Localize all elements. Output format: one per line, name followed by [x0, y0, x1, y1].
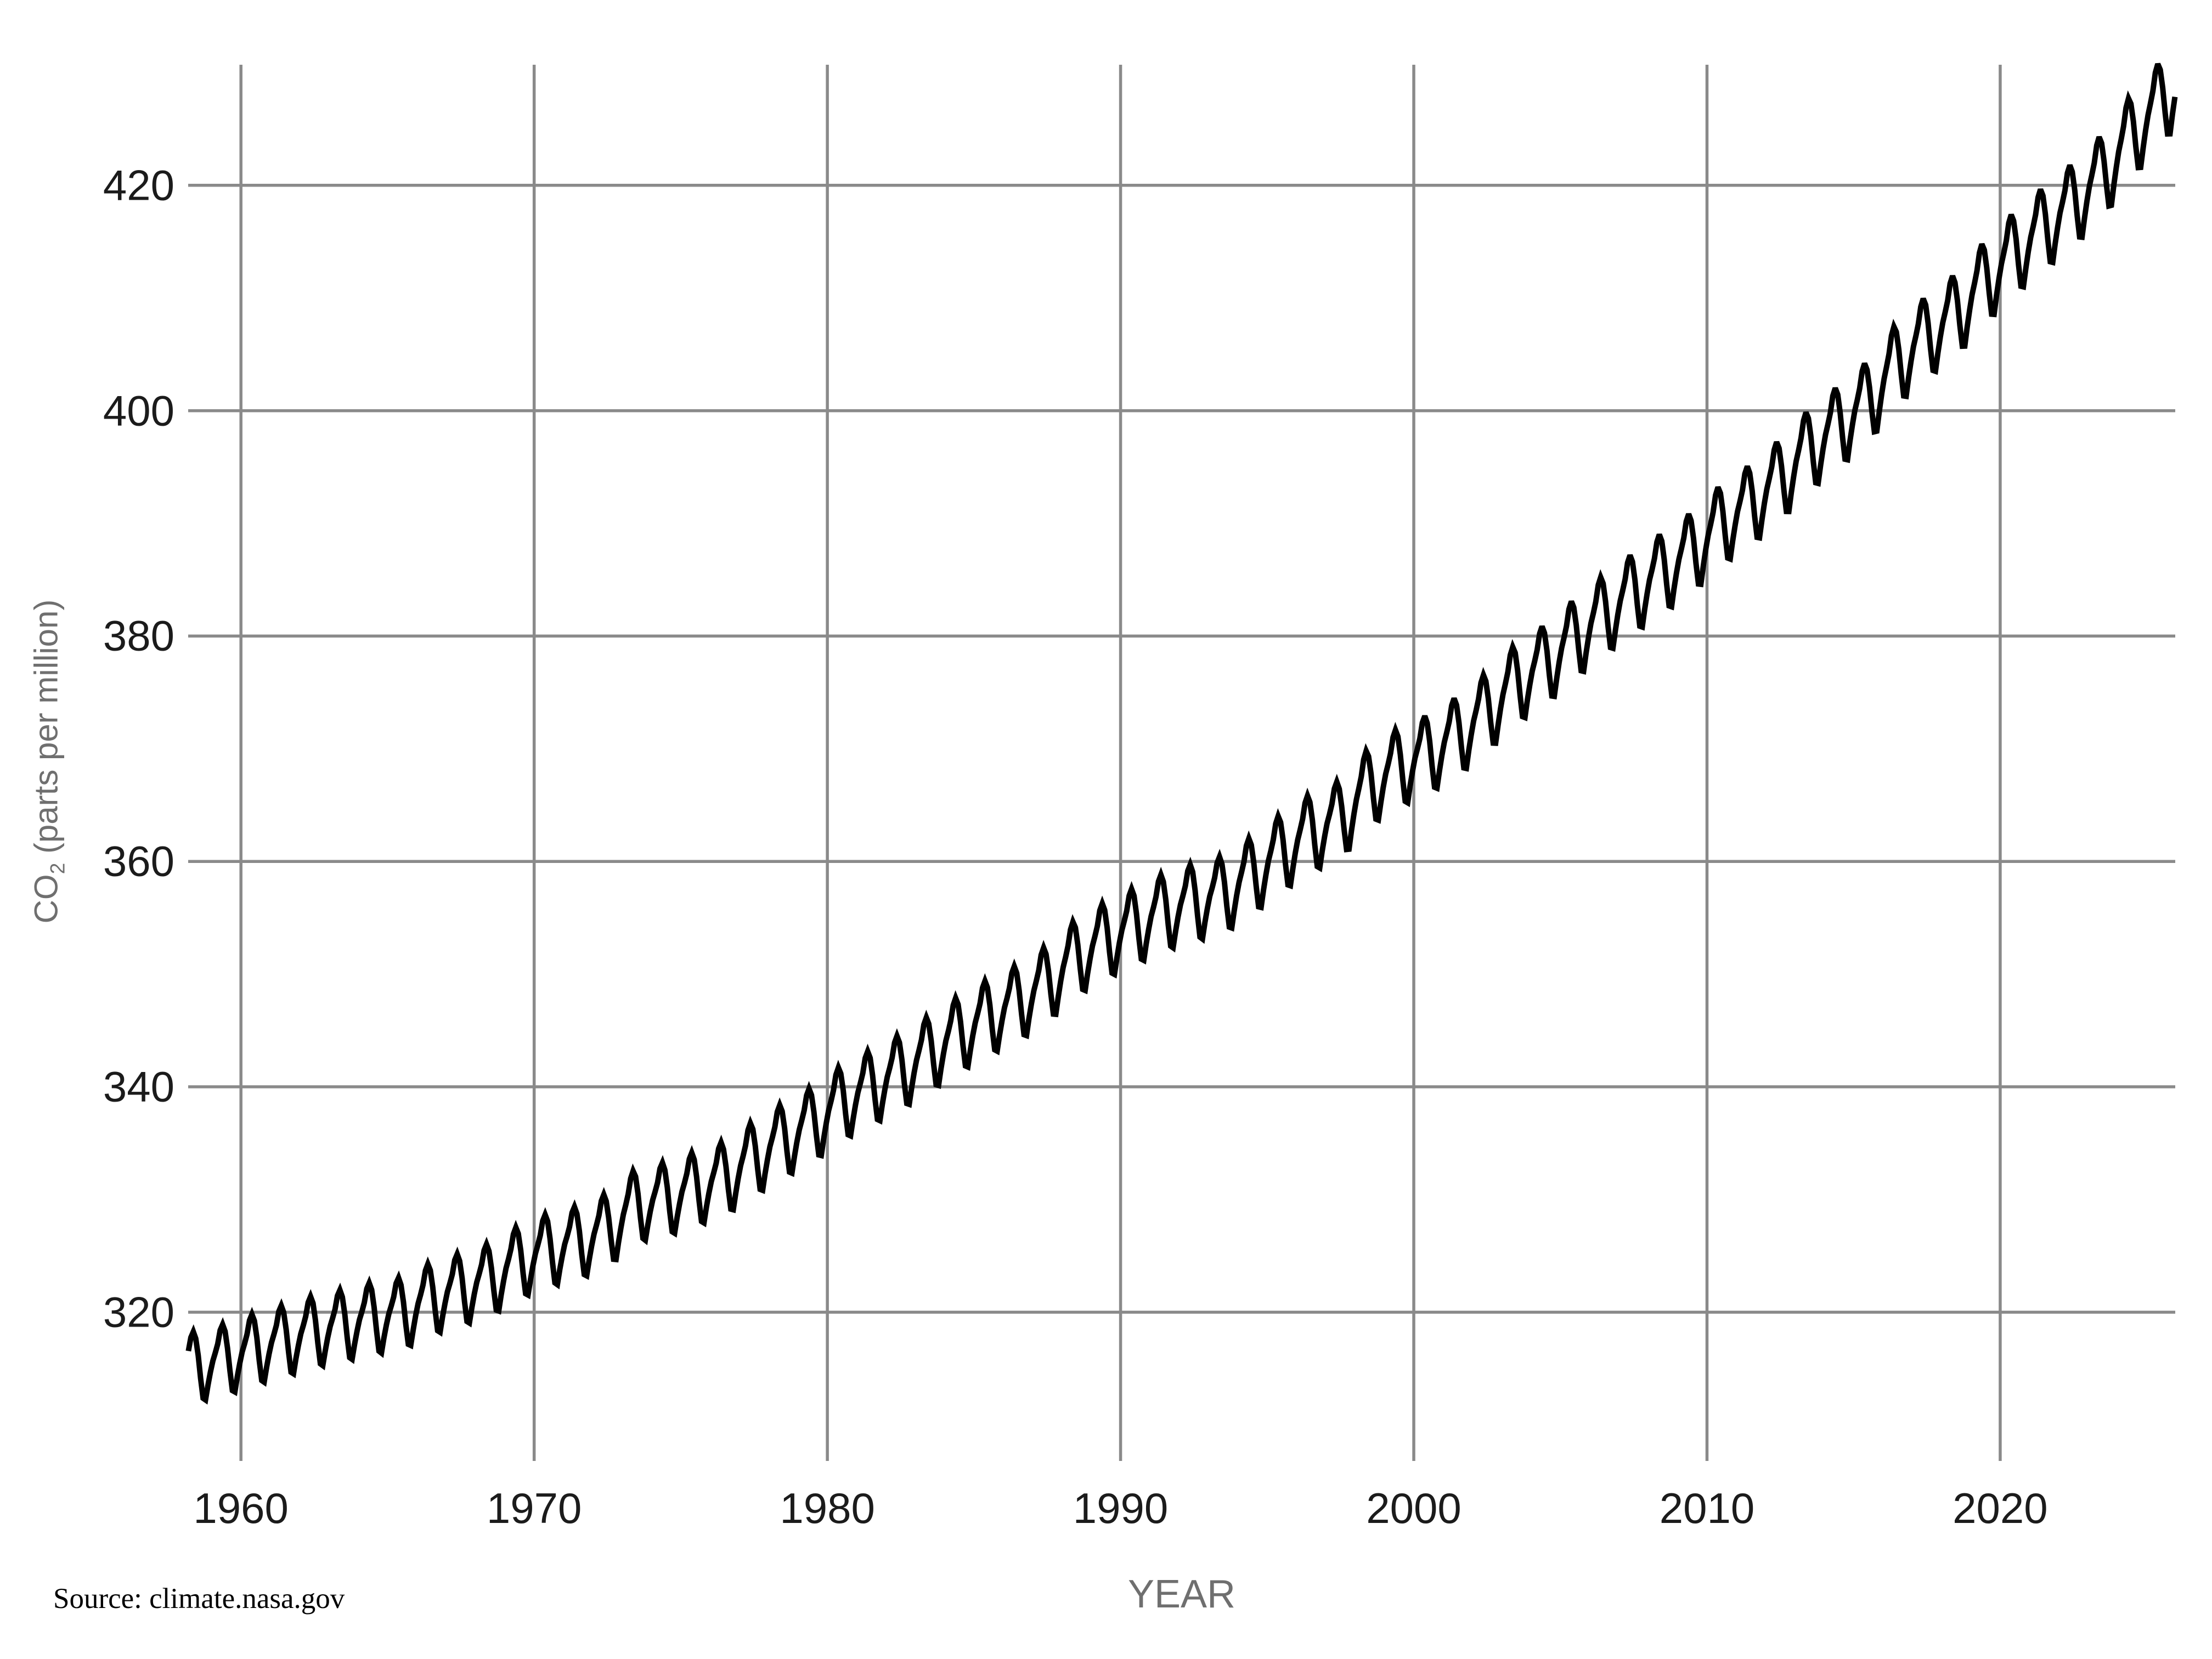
y-axis-title-suffix: (parts per million)	[27, 599, 65, 863]
y-axis-title: CO2 (parts per million)	[27, 600, 70, 924]
y-tick-label: 420	[103, 161, 174, 210]
x-tick-label: 1960	[193, 1484, 289, 1532]
x-tick-label: 1980	[780, 1484, 875, 1532]
y-tick-label: 380	[103, 611, 174, 660]
co2-data-line	[185, 63, 2178, 1405]
y-axis-title-prefix: CO	[27, 874, 65, 924]
x-tick-label: 1970	[486, 1484, 582, 1532]
x-tick-label: 2000	[1366, 1484, 1462, 1532]
x-tick-label: 2020	[1953, 1484, 2048, 1532]
y-axis-title-subscript: 2	[46, 862, 69, 874]
y-tick-label: 340	[103, 1062, 174, 1111]
y-tick-label: 400	[103, 386, 174, 435]
y-tick-label: 360	[103, 837, 174, 885]
x-tick-label: 1990	[1073, 1484, 1169, 1532]
x-tick-label: 2010	[1659, 1484, 1755, 1532]
source-note: Source: climate.nasa.gov	[53, 1583, 345, 1615]
x-axis-title: YEAR	[1127, 1572, 1236, 1616]
y-tick-label: 320	[103, 1288, 174, 1336]
